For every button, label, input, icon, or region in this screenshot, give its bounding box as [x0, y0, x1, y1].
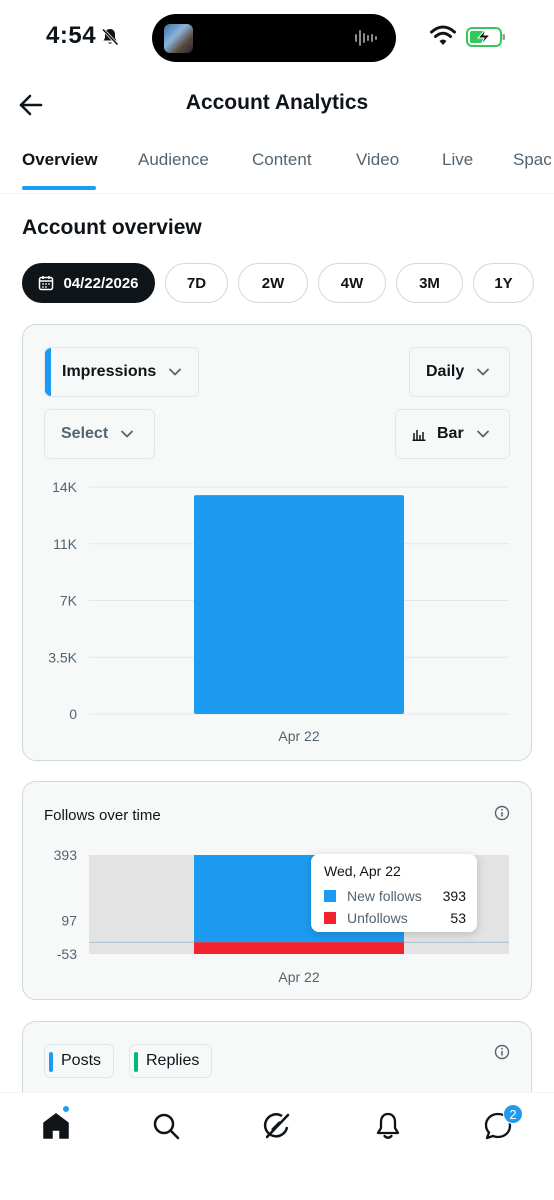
tooltip-value: 393 [443, 888, 466, 904]
tooltip-date: Wed, Apr 22 [324, 863, 401, 879]
tab-overview[interactable]: Overview [22, 150, 98, 170]
interval-dropdown[interactable]: Daily [409, 347, 510, 397]
tooltip-row-new-follows: New follows 393 [324, 888, 466, 904]
tab-bar: Overview Audience Content Video Live Spa… [0, 140, 554, 194]
chevron-down-icon [120, 427, 134, 441]
chevron-down-icon [168, 365, 182, 379]
y-tick-label: 7K [60, 593, 78, 609]
date-chip-selected[interactable]: 04/22/2026 [22, 263, 155, 303]
y-tick-label: 97 [61, 913, 77, 929]
tooltip-row-unfollows: Unfollows 53 [324, 910, 466, 926]
legend-posts[interactable]: Posts [44, 1044, 114, 1078]
follows-card: Follows over time -53 97 393 Apr 22 Wed, Ap… [22, 781, 532, 1000]
tab-spaces[interactable]: Spac [513, 150, 552, 170]
x-tick-label: Apr 22 [278, 969, 319, 985]
date-chip-label: 04/22/2026 [63, 275, 138, 292]
tab-content[interactable]: Content [252, 150, 312, 170]
y-tick-label: 11K [53, 536, 78, 552]
legend-posts-label: Posts [61, 1052, 101, 1070]
legend-replies-label: Replies [146, 1052, 199, 1070]
y-tick-label: 14K [52, 479, 78, 495]
active-tab-indicator [22, 186, 96, 190]
chevron-down-icon [476, 365, 490, 379]
page-title: Account Analytics [0, 91, 554, 115]
search-icon[interactable] [151, 1111, 181, 1141]
tab-video[interactable]: Video [356, 150, 399, 170]
unfollows-swatch [324, 912, 336, 924]
now-playing-thumbnail [164, 24, 193, 53]
y-tick-label: -53 [57, 946, 77, 962]
date-chip-2w[interactable]: 2W [238, 263, 308, 303]
date-chip-4w[interactable]: 4W [318, 263, 386, 303]
battery-charging-icon [466, 26, 506, 48]
status-time: 4:54 [46, 22, 96, 50]
grok-icon[interactable] [262, 1111, 292, 1141]
wifi-icon [430, 25, 456, 47]
y-tick-label: 3.5K [48, 649, 77, 665]
messages-badge: 2 [503, 1104, 523, 1124]
date-chip-1y[interactable]: 1Y [473, 263, 534, 303]
interval-dropdown-label: Daily [426, 363, 464, 381]
home-icon[interactable] [41, 1111, 71, 1141]
tab-audience[interactable]: Audience [138, 150, 209, 170]
chart-type-dropdown[interactable]: Bar [395, 409, 510, 459]
tooltip-value: 53 [450, 910, 466, 926]
home-notification-dot [62, 1105, 70, 1113]
notifications-icon[interactable] [373, 1111, 403, 1141]
bar-chart-icon [412, 427, 426, 441]
legend-replies[interactable]: Replies [129, 1044, 212, 1078]
compare-dropdown[interactable]: Select [44, 409, 155, 459]
y-tick-label: 0 [69, 706, 77, 722]
replies-color-bar [134, 1052, 138, 1072]
y-tick-label: 393 [54, 847, 78, 863]
date-chip-3m[interactable]: 3M [396, 263, 463, 303]
follows-card-title: Follows over time [44, 807, 161, 824]
calendar-icon [38, 275, 54, 291]
info-icon[interactable] [494, 805, 510, 821]
tooltip-label: New follows [347, 888, 443, 904]
date-chip-7d[interactable]: 7D [165, 263, 228, 303]
overview-chart-card: Impressions Daily Select Bar 0 3.5K 7K 11K 1… [22, 324, 532, 761]
chart-tooltip: Wed, Apr 22 New follows 393 Unfollows 53 [311, 854, 477, 932]
chart-type-dropdown-label: Bar [437, 425, 464, 443]
section-title: Account overview [22, 216, 202, 240]
impressions-bar [194, 495, 404, 714]
chevron-down-icon [476, 427, 490, 441]
info-icon[interactable] [494, 1044, 510, 1060]
metric-dropdown-label: Impressions [62, 363, 156, 381]
posts-color-bar [49, 1052, 53, 1072]
bottom-nav [0, 1092, 554, 1200]
metric-color-bar [45, 348, 51, 396]
new-follows-swatch [324, 890, 336, 902]
status-bar: 4:54 [0, 0, 554, 76]
dynamic-island[interactable] [152, 14, 396, 62]
impressions-bar-chart: 0 3.5K 7K 11K 14K Apr 22 [23, 475, 533, 755]
unfollows-bar [194, 942, 404, 954]
tooltip-label: Unfollows [347, 910, 450, 926]
bell-off-icon [100, 27, 120, 47]
metric-dropdown[interactable]: Impressions [44, 347, 199, 397]
audio-wave-icon [354, 28, 380, 48]
tab-live[interactable]: Live [442, 150, 473, 170]
x-tick-label: Apr 22 [278, 728, 319, 744]
compare-dropdown-label: Select [61, 425, 108, 443]
